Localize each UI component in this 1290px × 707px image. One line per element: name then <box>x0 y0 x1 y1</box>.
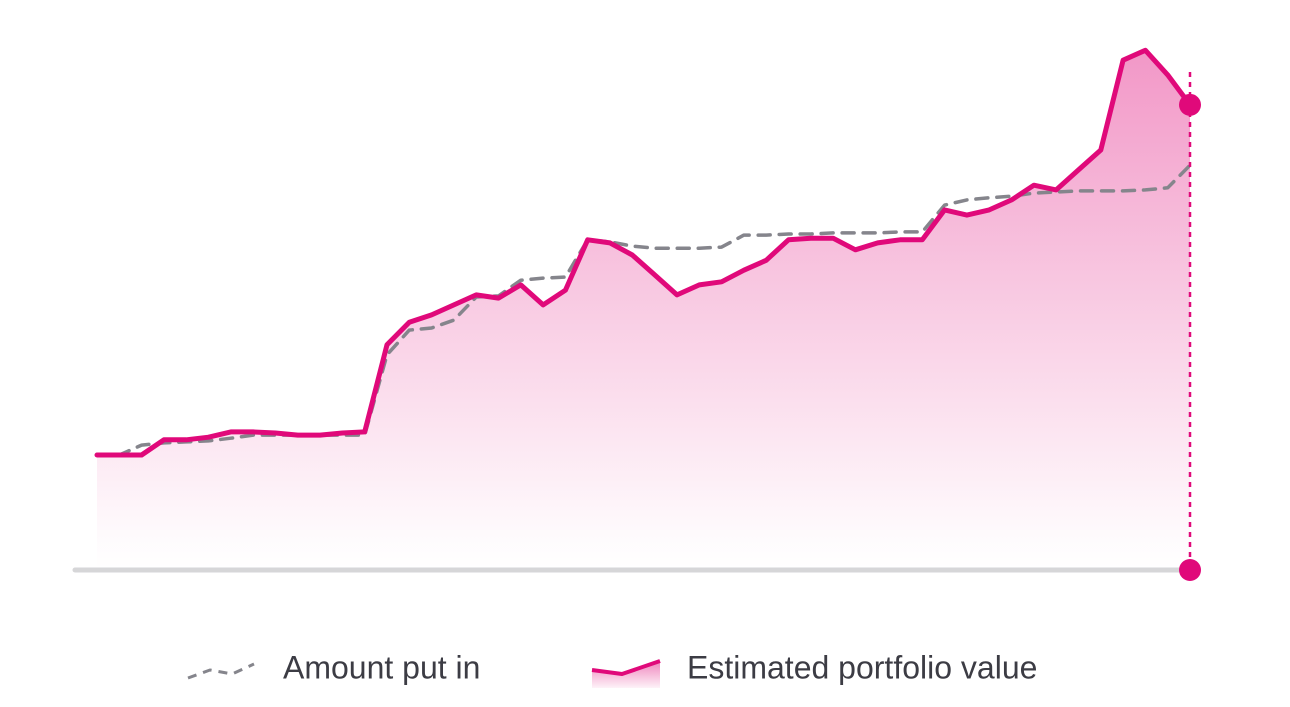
cursor-dot <box>1179 559 1201 581</box>
legend-icon <box>187 662 255 680</box>
legend-label: Amount put in <box>283 649 480 685</box>
plot-area <box>94 47 1201 581</box>
end-marker <box>1179 93 1201 116</box>
dashed-line <box>95 163 1192 457</box>
legend-label: Estimated portfolio value <box>687 649 1037 685</box>
line <box>94 47 1193 458</box>
legend-icon <box>591 659 661 676</box>
area <box>97 50 1190 571</box>
legend: Amount put in Estimated portfolio value <box>187 649 1037 688</box>
